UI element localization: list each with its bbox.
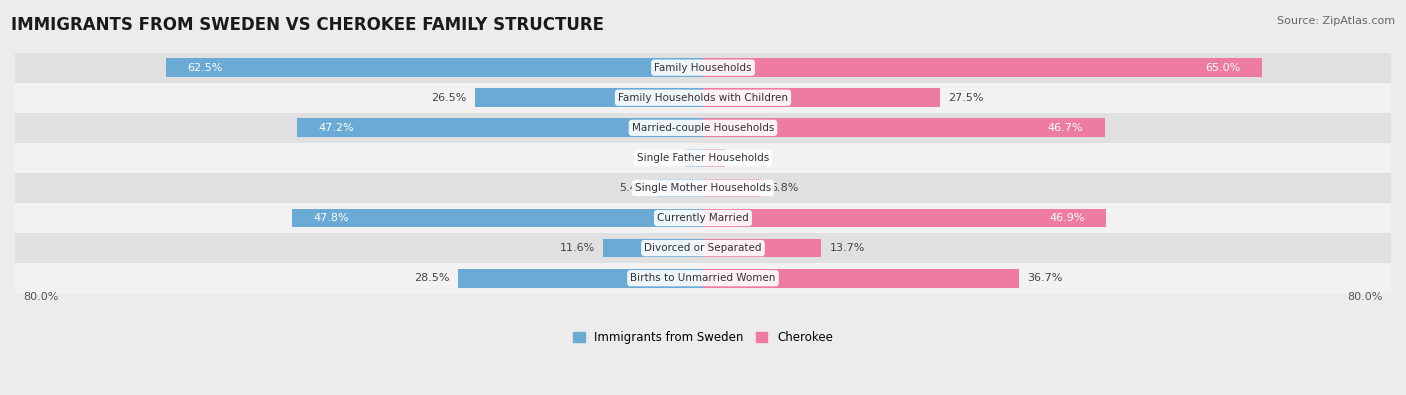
- Bar: [166, 58, 703, 77]
- Text: Divorced or Separated: Divorced or Separated: [644, 243, 762, 253]
- Bar: [685, 149, 703, 167]
- Bar: [703, 88, 939, 107]
- Text: 46.7%: 46.7%: [1047, 123, 1083, 133]
- Text: 47.2%: 47.2%: [319, 123, 354, 133]
- Text: 80.0%: 80.0%: [24, 292, 59, 302]
- Text: Family Households: Family Households: [654, 63, 752, 73]
- Text: 5.4%: 5.4%: [620, 183, 648, 193]
- Bar: [15, 203, 1391, 233]
- Bar: [703, 269, 1018, 288]
- Bar: [603, 239, 703, 258]
- Text: Source: ZipAtlas.com: Source: ZipAtlas.com: [1277, 16, 1395, 26]
- Text: Currently Married: Currently Married: [657, 213, 749, 223]
- Bar: [703, 118, 1105, 137]
- Text: Family Households with Children: Family Households with Children: [619, 93, 787, 103]
- Bar: [297, 118, 703, 137]
- Text: Births to Unmarried Women: Births to Unmarried Women: [630, 273, 776, 283]
- Bar: [15, 83, 1391, 113]
- Bar: [657, 179, 703, 197]
- Legend: Immigrants from Sweden, Cherokee: Immigrants from Sweden, Cherokee: [568, 327, 838, 349]
- Text: 28.5%: 28.5%: [413, 273, 450, 283]
- Text: 27.5%: 27.5%: [948, 93, 984, 103]
- Text: 2.1%: 2.1%: [648, 153, 676, 163]
- Bar: [703, 179, 762, 197]
- Text: 6.8%: 6.8%: [770, 183, 799, 193]
- Bar: [703, 209, 1107, 228]
- Bar: [15, 173, 1391, 203]
- Text: 13.7%: 13.7%: [830, 243, 865, 253]
- Text: 11.6%: 11.6%: [560, 243, 595, 253]
- Text: 26.5%: 26.5%: [432, 93, 467, 103]
- Bar: [15, 233, 1391, 263]
- Bar: [475, 88, 703, 107]
- Bar: [15, 53, 1391, 83]
- Bar: [15, 113, 1391, 143]
- Text: Married-couple Households: Married-couple Households: [631, 123, 775, 133]
- Text: 2.6%: 2.6%: [734, 153, 762, 163]
- Bar: [703, 239, 821, 258]
- Text: Single Father Households: Single Father Households: [637, 153, 769, 163]
- Text: IMMIGRANTS FROM SWEDEN VS CHEROKEE FAMILY STRUCTURE: IMMIGRANTS FROM SWEDEN VS CHEROKEE FAMIL…: [11, 16, 605, 34]
- Text: 62.5%: 62.5%: [187, 63, 222, 73]
- Bar: [703, 149, 725, 167]
- Text: 80.0%: 80.0%: [1347, 292, 1382, 302]
- Text: 36.7%: 36.7%: [1028, 273, 1063, 283]
- Text: 47.8%: 47.8%: [314, 213, 349, 223]
- Bar: [458, 269, 703, 288]
- Text: Single Mother Households: Single Mother Households: [636, 183, 770, 193]
- Text: 46.9%: 46.9%: [1049, 213, 1085, 223]
- Bar: [703, 58, 1263, 77]
- Bar: [292, 209, 703, 228]
- Bar: [15, 143, 1391, 173]
- Text: 65.0%: 65.0%: [1205, 63, 1240, 73]
- Bar: [15, 263, 1391, 293]
